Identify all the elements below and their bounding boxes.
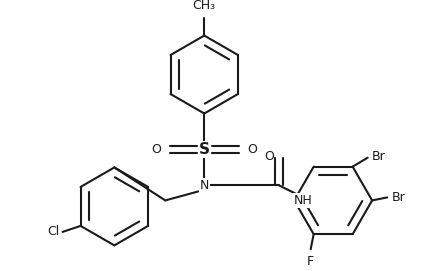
Text: Cl: Cl	[48, 225, 59, 238]
Text: O: O	[264, 150, 274, 163]
Text: O: O	[247, 143, 257, 156]
Text: O: O	[151, 143, 161, 156]
Text: Br: Br	[392, 191, 405, 204]
Text: N: N	[200, 179, 209, 192]
Text: F: F	[307, 255, 314, 268]
Text: CH₃: CH₃	[193, 0, 216, 12]
Text: Br: Br	[372, 150, 386, 163]
Text: S: S	[199, 142, 210, 157]
Text: NH: NH	[294, 194, 312, 207]
